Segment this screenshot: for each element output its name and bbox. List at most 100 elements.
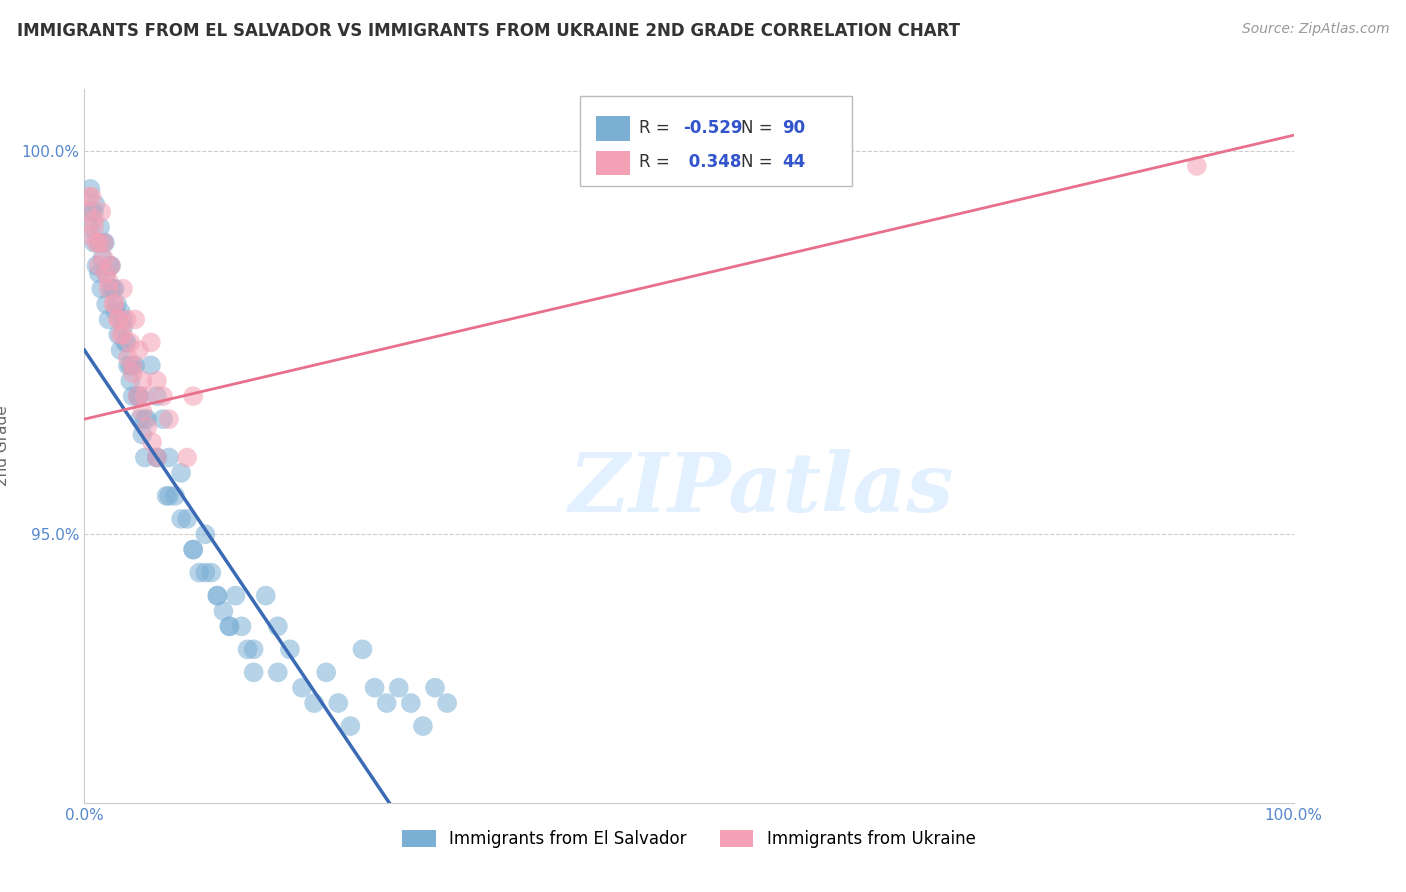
Point [83,212,105,227]
Point [86,235,108,250]
Point [112,282,135,296]
Point [103,282,125,296]
Point [170,512,193,526]
Point [100,259,122,273]
Point [110,304,132,318]
FancyBboxPatch shape [596,116,630,141]
Point [1185,159,1208,173]
Point [194,566,217,580]
Point [115,335,138,350]
Point [131,427,153,442]
Point [107,327,129,342]
Point [121,359,143,373]
Point [112,327,135,342]
Point [83,205,105,219]
Point [155,489,177,503]
Point [134,389,156,403]
Point [278,642,301,657]
Legend: Immigrants from El Salvador, Immigrants from Ukraine: Immigrants from El Salvador, Immigrants … [395,823,983,855]
Point [120,335,142,350]
Point [212,604,235,618]
Point [128,389,150,403]
Point [114,335,136,350]
Point [121,359,143,373]
Point [107,312,129,326]
Point [267,619,290,633]
Point [104,297,127,311]
Point [120,374,142,388]
Point [139,335,162,350]
Point [80,205,103,219]
Point [87,235,110,250]
Text: 44: 44 [782,153,806,171]
FancyBboxPatch shape [581,96,852,186]
Point [115,312,138,326]
Point [91,251,114,265]
Point [124,312,146,326]
Point [107,312,129,326]
Point [90,205,112,219]
Point [291,681,314,695]
Point [94,235,117,250]
Point [117,351,139,365]
Point [110,327,132,342]
Text: 90: 90 [782,119,806,136]
Point [136,412,159,426]
Text: 0.348: 0.348 [683,153,741,171]
Point [117,359,139,373]
Point [157,450,180,465]
Point [121,389,143,403]
Point [134,450,156,465]
Point [121,366,143,380]
Point [105,297,128,311]
Point [79,182,101,196]
Point [267,665,290,680]
Point [100,259,122,273]
Point [104,304,127,318]
Text: N =: N = [741,119,778,136]
Point [328,696,350,710]
Point [97,274,120,288]
Point [97,312,120,326]
Point [388,681,411,695]
Point [89,220,111,235]
Point [141,435,163,450]
Y-axis label: 2nd Grade: 2nd Grade [0,406,10,486]
Point [165,489,187,503]
Point [97,282,120,296]
Point [87,259,110,273]
Point [176,450,198,465]
Point [152,389,174,403]
Point [98,259,121,273]
Point [94,297,117,311]
Point [93,251,115,265]
Text: R =: R = [640,153,675,171]
Point [136,419,159,434]
Point [231,619,253,633]
Point [152,412,174,426]
Text: Source: ZipAtlas.com: Source: ZipAtlas.com [1241,22,1389,37]
Point [412,719,434,733]
Point [399,696,422,710]
Point [170,466,193,480]
Point [124,359,146,373]
Point [77,220,100,235]
Point [176,512,198,526]
Point [157,489,180,503]
Point [181,389,204,403]
Point [139,359,162,373]
Point [83,235,105,250]
Point [254,589,277,603]
Point [146,450,169,465]
Text: -0.529: -0.529 [683,119,742,136]
Point [146,374,169,388]
Point [157,412,180,426]
Point [77,189,100,203]
Point [236,642,259,657]
Point [146,450,169,465]
Point [100,282,122,296]
Point [242,665,264,680]
Point [127,389,149,403]
Point [83,220,105,235]
Point [207,589,229,603]
